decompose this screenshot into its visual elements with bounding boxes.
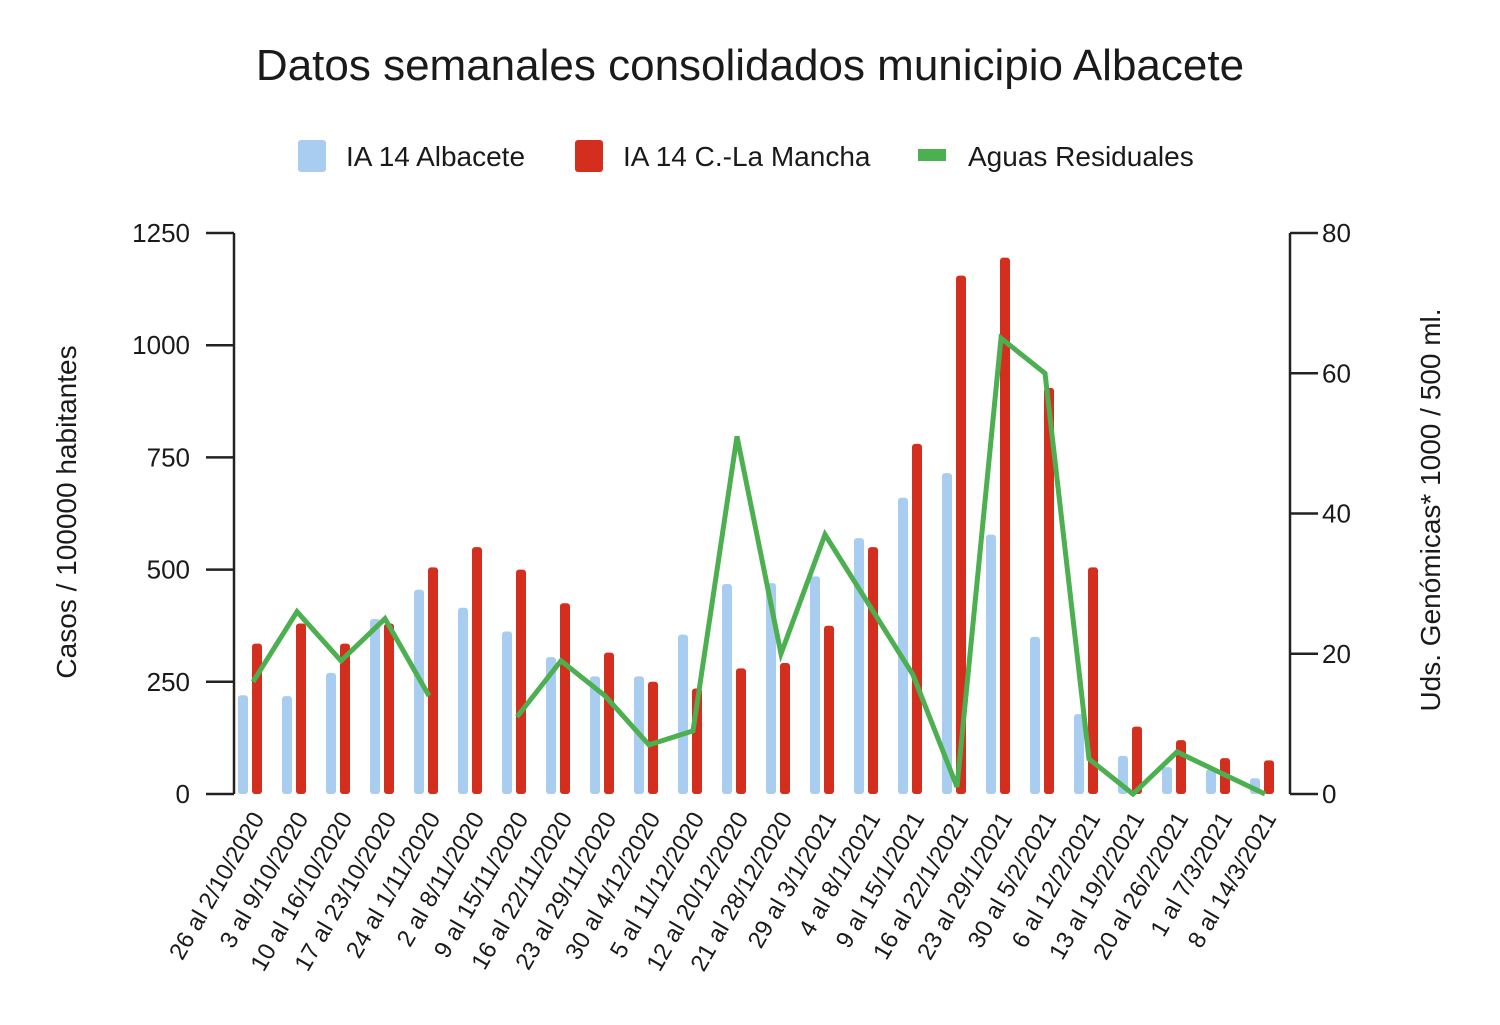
y-tick-label: 500	[147, 555, 190, 585]
bar-clm	[648, 681, 658, 794]
y2-tick-label: 20	[1322, 639, 1351, 669]
bar-clm	[780, 662, 790, 794]
legend-label-aguas: Aguas Residuales	[968, 141, 1194, 172]
line-aguas-residuales	[250, 607, 432, 698]
legend-label-albacete: IA 14 Albacete	[346, 141, 525, 172]
bar-albacete	[458, 607, 468, 794]
bars	[238, 257, 1274, 795]
bar-clm	[1044, 387, 1054, 794]
bar-clm	[560, 603, 570, 794]
y-axis-ticks: 0 250 500 750 1000 1250	[132, 218, 234, 809]
bar-albacete	[810, 576, 820, 794]
bar-albacete	[370, 618, 380, 794]
bar-clm	[824, 625, 834, 794]
bar-clm	[1132, 726, 1142, 794]
y2-tick-label: 0	[1322, 779, 1336, 809]
bar-albacete	[1162, 767, 1172, 794]
bar-clm	[1000, 257, 1010, 795]
y-tick-label: 1000	[132, 330, 190, 360]
bar-albacete	[238, 695, 248, 794]
legend-swatch-aguas	[918, 149, 946, 161]
bar-clm	[912, 443, 922, 794]
bar-clm	[1176, 740, 1186, 794]
legend-swatch-clm	[575, 140, 603, 172]
bar-albacete	[986, 534, 996, 794]
y-axis-title: Casos / 100000 habitantes	[51, 345, 82, 678]
bar-albacete	[282, 696, 292, 794]
bar-clm	[956, 275, 966, 794]
legend-swatch-albacete	[298, 140, 326, 172]
bar-albacete	[1030, 636, 1040, 794]
bar-clm	[736, 668, 746, 794]
bar-albacete	[502, 631, 512, 794]
bar-albacete	[414, 589, 424, 794]
bar-albacete	[546, 657, 556, 794]
bar-clm	[384, 623, 394, 794]
y2-tick-label: 60	[1322, 358, 1351, 388]
bar-albacete	[898, 497, 908, 794]
bar-albacete	[722, 583, 732, 794]
legend: IA 14 Albacete IA 14 C.-La Mancha Aguas …	[298, 140, 1194, 172]
y-tick-label: 1250	[132, 218, 190, 248]
y-tick-label: 0	[176, 779, 190, 809]
bar-clm	[1088, 567, 1098, 794]
legend-label-clm: IA 14 C.-La Mancha	[623, 141, 871, 172]
bar-clm	[428, 567, 438, 794]
bar-clm	[472, 547, 482, 794]
bar-albacete	[854, 538, 864, 794]
bar-albacete	[1074, 714, 1084, 794]
bar-albacete	[590, 676, 600, 794]
bar-albacete	[326, 672, 336, 794]
y-tick-label: 250	[147, 667, 190, 697]
y2-tick-label: 80	[1322, 218, 1351, 248]
bar-clm	[868, 547, 878, 794]
bar-clm	[340, 643, 350, 794]
chart-title: Datos semanales consolidados municipio A…	[256, 41, 1244, 90]
bar-clm	[296, 623, 306, 794]
bar-albacete	[1206, 769, 1216, 794]
bar-clm	[516, 569, 526, 794]
bar-clm	[1264, 760, 1274, 794]
bar-albacete	[766, 583, 776, 794]
y-tick-label: 750	[147, 442, 190, 472]
line-aguas-residuales	[515, 333, 1267, 798]
bar-albacete	[942, 473, 952, 794]
y2-axis-title: Uds. Genómicas* 1000 / 500 ml.	[1415, 308, 1446, 711]
y2-axis-ticks: 0 20 40 60 80	[1290, 218, 1351, 809]
y2-tick-label: 40	[1322, 499, 1351, 529]
bar-albacete	[678, 634, 688, 794]
line-layer	[250, 333, 1267, 798]
bar-clm	[604, 652, 614, 794]
